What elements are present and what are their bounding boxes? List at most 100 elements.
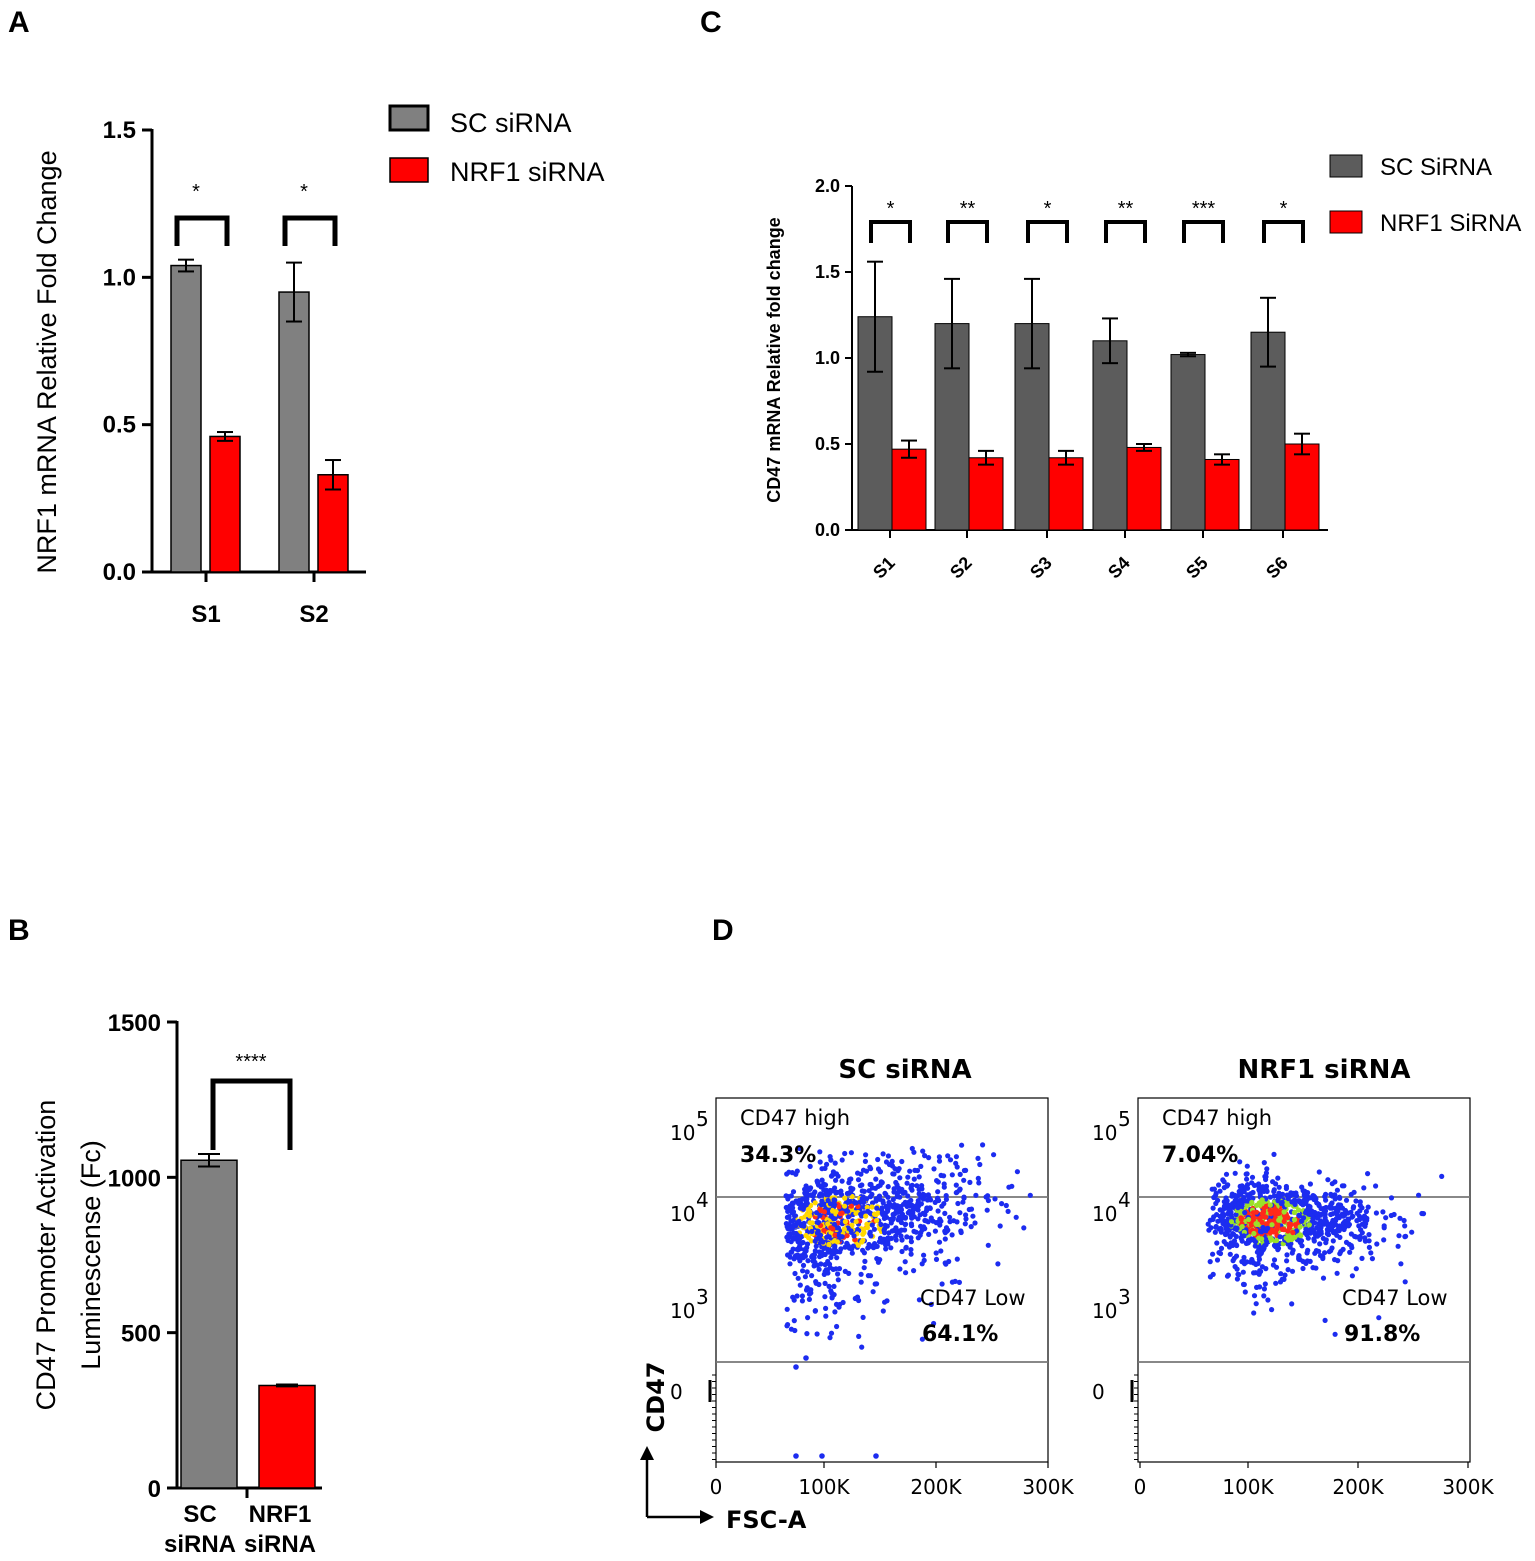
d-nrf1-event-dot — [1343, 1197, 1350, 1203]
d-nrf1-event-dot — [1214, 1212, 1220, 1218]
d-sc-event-dot — [846, 1244, 852, 1250]
c-significance-label: * — [1044, 198, 1052, 220]
c-bar-nrf1-s1 — [891, 448, 927, 531]
d-nrf1-event-dot — [1282, 1272, 1288, 1278]
d-nrf1-event-dot — [1259, 1219, 1265, 1225]
a-y-tick-label: 0.0 — [103, 559, 136, 586]
d-sc-event-dot — [855, 1177, 862, 1183]
d-sc-x-tick-label: 300K — [1022, 1475, 1074, 1499]
d-nrf1-event-dot — [1267, 1194, 1273, 1200]
d-sc-event-dot — [864, 1196, 870, 1202]
d-sc-event-dot — [1005, 1208, 1011, 1214]
d-nrf1-event-dot — [1323, 1191, 1329, 1197]
d-sc-event-dot — [963, 1212, 969, 1218]
d-sc-event-dot — [943, 1261, 949, 1267]
d-sc-event-dot — [817, 1149, 823, 1155]
d-sc-event-dot — [803, 1232, 809, 1239]
b-x-tick-label: siRNA — [164, 1531, 236, 1558]
d-nrf1-gate-high-percent: 7.04% — [1162, 1143, 1238, 1168]
d-sc-event-dot — [815, 1228, 821, 1234]
d-nrf1-event-dot — [1251, 1293, 1258, 1299]
d-sc-event-dot — [842, 1219, 849, 1225]
d-nrf1-plot-title: NRF1 siRNA — [1238, 1055, 1411, 1085]
d-nrf1-event-dot — [1223, 1171, 1230, 1177]
d-sc-event-dot — [932, 1199, 938, 1205]
d-nrf1-event-dot — [1279, 1226, 1285, 1232]
c-significance-label: ** — [960, 198, 976, 220]
d-sc-event-dot — [848, 1176, 854, 1182]
d-nrf1-event-dot — [1261, 1286, 1267, 1292]
d-nrf1-event-dot — [1313, 1248, 1319, 1254]
d-nrf1-event-dot — [1276, 1217, 1282, 1223]
b-significance-bracket — [210, 1078, 293, 1150]
d-sc-event-dot — [938, 1248, 944, 1254]
d-sc-event-dot — [903, 1245, 909, 1251]
d-sc-event-dot — [814, 1331, 820, 1337]
c-bar-nrf1-s5 — [1204, 458, 1240, 531]
d-sc-event-dot — [838, 1246, 844, 1252]
d-sc-event-dot — [848, 1185, 854, 1191]
d-sc-event-dot — [818, 1261, 824, 1267]
d-nrf1-event-dot — [1307, 1181, 1313, 1187]
d-nrf1-event-dot — [1369, 1256, 1375, 1262]
d-sc-event-dot — [797, 1282, 803, 1288]
d-y-arrow-head — [640, 1446, 654, 1460]
d-sc-plot-frame — [715, 1097, 1049, 1463]
d-nrf1-event-dot — [1333, 1209, 1339, 1215]
d-nrf1-event-dot — [1349, 1245, 1355, 1251]
d-nrf1-event-dot — [1395, 1243, 1401, 1249]
d-sc-gate-high-label: CD47 high — [740, 1106, 850, 1130]
d-nrf1-event-dot — [1256, 1183, 1262, 1189]
d-sc-event-dot — [1006, 1184, 1012, 1190]
d-sc-event-dot — [839, 1178, 845, 1184]
d-sc-event-dot — [928, 1301, 934, 1307]
c-bar-sc-s4 — [1092, 340, 1128, 531]
d-nrf1-event-dot — [1380, 1209, 1386, 1215]
d-sc-event-dot — [947, 1157, 954, 1163]
d-sc-event-dot — [823, 1305, 829, 1311]
d-sc-event-dot — [885, 1205, 891, 1212]
d-sc-event-dot — [787, 1261, 793, 1267]
d-nrf1-event-dot — [1248, 1222, 1254, 1228]
d-nrf1-event-dot — [1253, 1301, 1259, 1307]
d-sc-event-dot — [828, 1157, 834, 1163]
d-nrf1-event-dot — [1357, 1199, 1363, 1205]
d-nrf1-event-dot — [1287, 1244, 1293, 1250]
d-sc-event-dot — [812, 1189, 818, 1195]
d-nrf1-event-dot — [1332, 1192, 1338, 1198]
d-sc-event-dot — [879, 1180, 885, 1186]
d-sc-event-dot — [880, 1151, 886, 1157]
c-legend-swatch-sc — [1329, 154, 1363, 178]
d-sc-event-dot — [999, 1201, 1005, 1207]
d-sc-event-dot — [874, 1205, 880, 1211]
d-sc-event-dot — [871, 1226, 878, 1232]
d-nrf1-event-dot — [1216, 1182, 1222, 1188]
d-nrf1-y-tick-label: 10 — [1092, 1299, 1117, 1323]
d-sc-event-dot — [799, 1293, 806, 1299]
d-nrf1-event-dot — [1261, 1293, 1267, 1299]
d-sc-event-dot — [792, 1270, 798, 1277]
d-nrf1-event-dot — [1259, 1229, 1265, 1235]
d-sc-event-dot — [853, 1219, 859, 1225]
d-sc-event-dot — [806, 1291, 813, 1297]
d-nrf1-event-dot — [1324, 1221, 1330, 1227]
d-nrf1-event-dot — [1240, 1269, 1246, 1275]
d-sc-event-dot — [956, 1279, 963, 1285]
a-y-axis-title: NRF1 mRNA Relative Fold Change — [32, 150, 62, 573]
d-nrf1-event-dot — [1283, 1235, 1289, 1241]
d-sc-event-dot — [997, 1223, 1003, 1229]
d-nrf1-dot-cloud — [1205, 1151, 1445, 1337]
d-sc-event-dot — [919, 1183, 925, 1189]
d-sc-event-dot — [802, 1253, 809, 1259]
d-sc-event-dot — [889, 1228, 895, 1234]
c-significance-bracket — [1262, 220, 1305, 243]
d-nrf1-event-dot — [1320, 1275, 1327, 1281]
d-sc-event-dot — [943, 1196, 950, 1202]
d-nrf1-event-dot — [1256, 1235, 1262, 1241]
d-nrf1-event-dot — [1239, 1238, 1245, 1244]
d-nrf1-event-dot — [1322, 1317, 1328, 1323]
d-nrf1-event-dot — [1296, 1198, 1302, 1204]
d-nrf1-event-dot — [1332, 1179, 1338, 1185]
d-sc-event-dot — [874, 1243, 880, 1249]
d-nrf1-event-dot — [1304, 1190, 1310, 1196]
